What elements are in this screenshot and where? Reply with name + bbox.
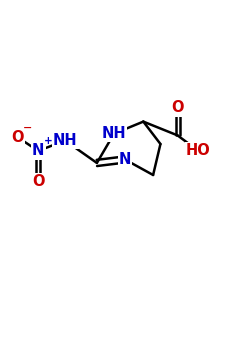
Text: −: − [22,122,32,132]
Text: O: O [171,100,184,116]
Text: NH: NH [102,126,126,141]
Text: O: O [11,130,24,145]
Text: NH: NH [53,133,78,148]
Text: N: N [119,152,131,167]
Text: +: + [44,136,52,146]
Text: N: N [32,144,44,159]
Text: O: O [32,174,44,189]
Text: HO: HO [186,144,211,159]
